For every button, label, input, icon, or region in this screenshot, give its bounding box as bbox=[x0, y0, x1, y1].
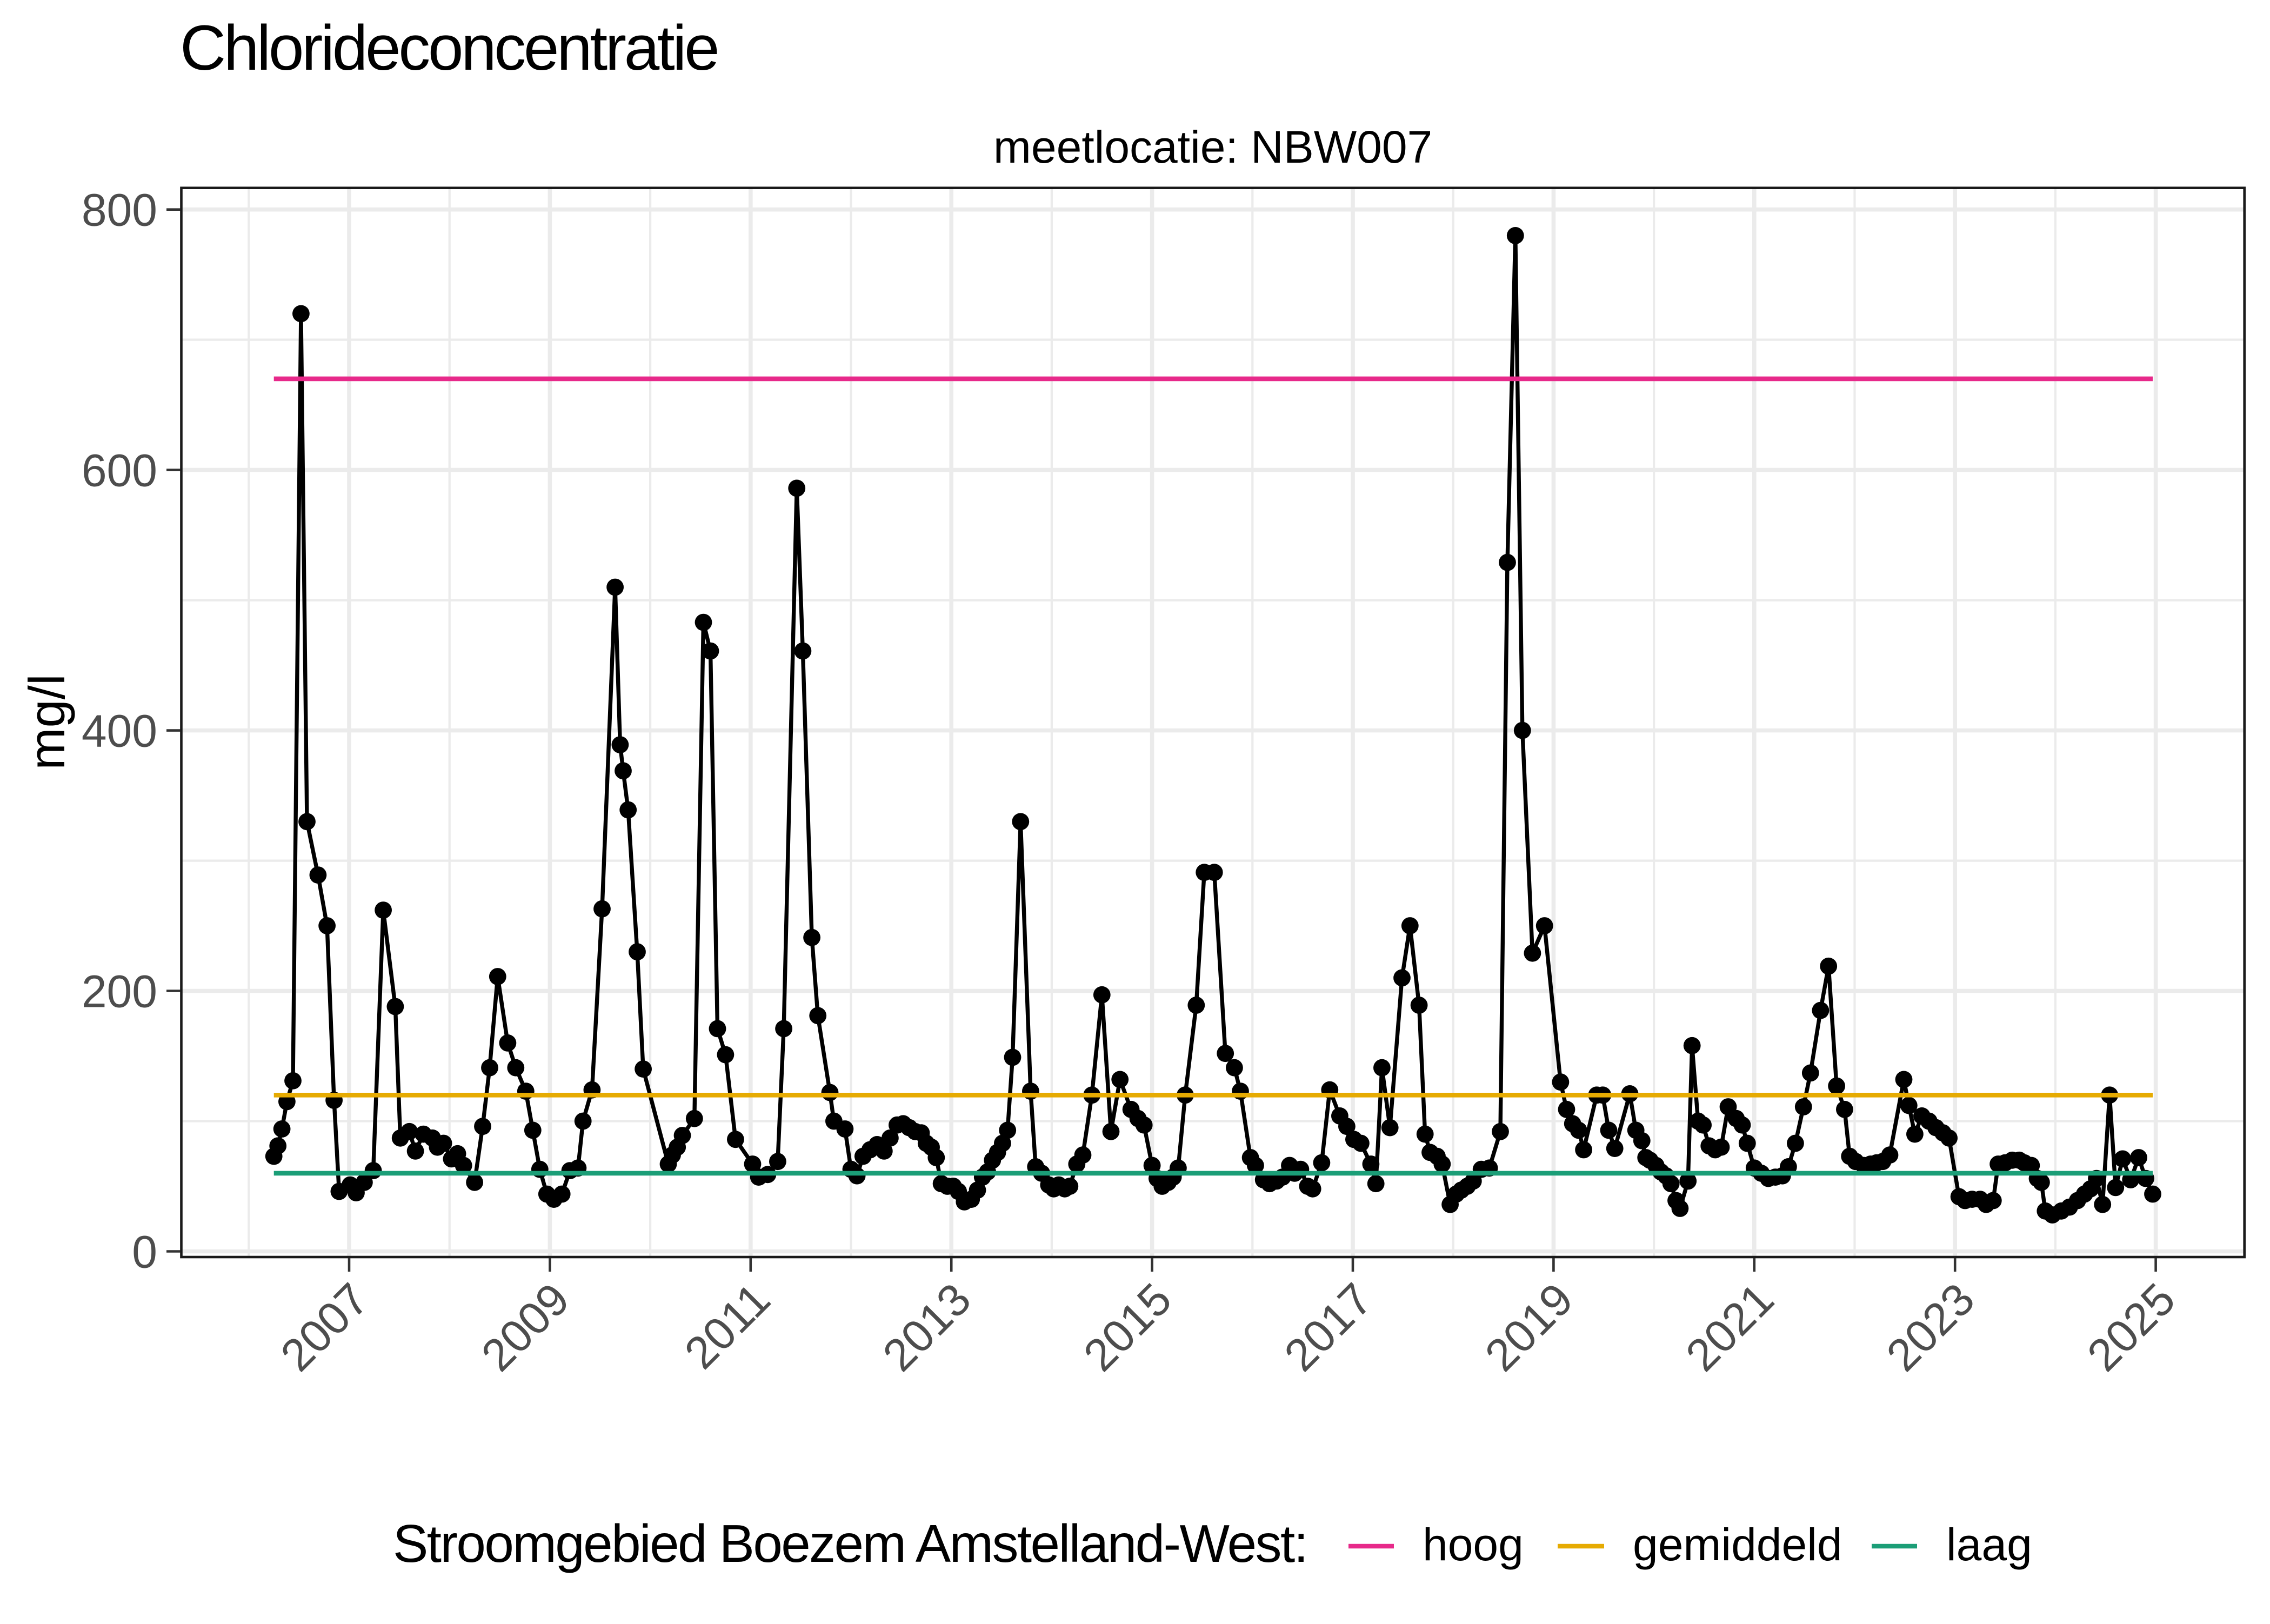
svg-text:800: 800 bbox=[82, 185, 157, 236]
svg-text:200: 200 bbox=[82, 966, 157, 1017]
svg-text:600: 600 bbox=[82, 445, 157, 496]
svg-text:gemiddeld: gemiddeld bbox=[1633, 1519, 1842, 1570]
svg-text:hoog: hoog bbox=[1423, 1519, 1524, 1570]
svg-text:meetlocatie: NBW007: meetlocatie: NBW007 bbox=[993, 122, 1432, 172]
svg-text:400: 400 bbox=[82, 706, 157, 757]
svg-text:mg/l: mg/l bbox=[18, 674, 75, 770]
svg-text:laag: laag bbox=[1946, 1519, 2032, 1570]
svg-text:Chlorideconcentratie: Chlorideconcentratie bbox=[180, 12, 717, 84]
svg-text:Stroomgebied Boezem Amstelland: Stroomgebied Boezem Amstelland-West: bbox=[393, 1514, 1307, 1573]
svg-text:0: 0 bbox=[132, 1227, 157, 1278]
